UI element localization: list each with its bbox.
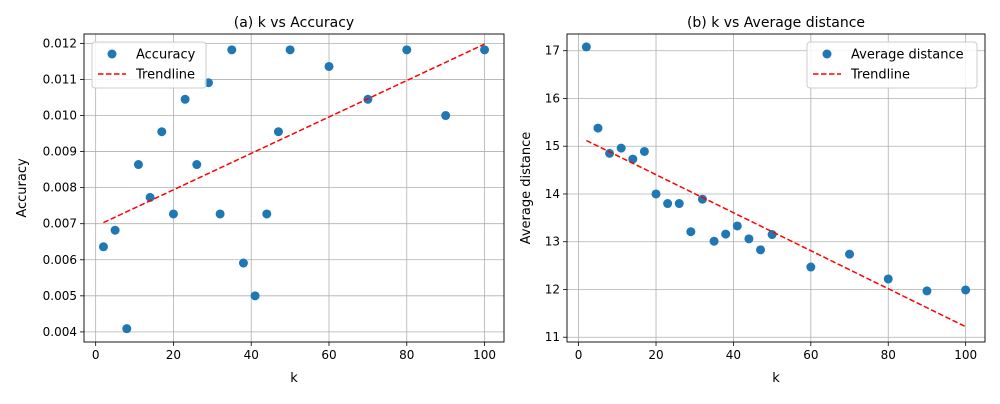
data-point xyxy=(663,199,673,209)
x-tick-label: 40 xyxy=(244,348,259,362)
legend: Accuracy Trendline xyxy=(91,41,207,89)
chart-1: 0 20 40 60 80 100 0.004 0.005 0.006 0.007 0.008 0.0… xyxy=(15,15,505,386)
legend-marker xyxy=(822,49,832,59)
chart-title: (b) k vs Average distance xyxy=(687,15,865,31)
data-point xyxy=(639,146,649,156)
x-tick-label: 100 xyxy=(473,348,496,362)
legend-label: Trendline xyxy=(135,68,195,83)
x-tick-label: 80 xyxy=(399,348,414,362)
legend-label: Trendline xyxy=(850,68,910,83)
data-point xyxy=(721,229,731,239)
data-point xyxy=(480,45,490,55)
chart-title: (a) k vs Accuracy xyxy=(234,15,354,31)
x-tick-label: 60 xyxy=(803,348,818,362)
y-tick-label: 17 xyxy=(545,44,560,58)
x-axis-label: k xyxy=(290,371,298,386)
legend-box xyxy=(91,41,207,89)
y-axis-label: Accuracy xyxy=(15,158,30,218)
data-point xyxy=(168,209,178,219)
plot-frame xyxy=(83,33,505,343)
data-point xyxy=(686,227,696,237)
data-point xyxy=(732,221,742,231)
data-point xyxy=(961,285,971,295)
data-point xyxy=(593,123,603,133)
x-tick-label: 80 xyxy=(881,348,896,362)
data-point xyxy=(709,236,719,246)
x-tick-label: 0 xyxy=(575,348,583,362)
data-point xyxy=(756,245,766,255)
data-point xyxy=(285,45,295,55)
y-tick-label: 0.005 xyxy=(43,289,77,303)
data-point xyxy=(238,258,248,268)
y-axis-label: Average distance xyxy=(519,132,534,245)
data-point xyxy=(110,225,120,235)
data-point xyxy=(273,127,283,137)
x-tick-label: 20 xyxy=(166,348,181,362)
data-point xyxy=(605,148,615,158)
x-axis-label: k xyxy=(772,371,780,386)
y-tick-label: 14 xyxy=(545,187,560,201)
data-point xyxy=(250,291,260,301)
data-point xyxy=(744,234,754,244)
data-point xyxy=(157,127,167,137)
x-tick-label: 100 xyxy=(954,348,977,362)
y-tick-label: 0.009 xyxy=(43,145,77,159)
data-point xyxy=(402,45,412,55)
legend-marker xyxy=(107,49,117,59)
data-point xyxy=(122,324,132,334)
data-point xyxy=(922,286,932,296)
data-point xyxy=(845,249,855,259)
y-tick-label: 15 xyxy=(545,139,560,153)
data-point xyxy=(581,42,591,52)
trendline xyxy=(103,43,485,224)
y-tick-label: 0.006 xyxy=(43,253,77,267)
data-point xyxy=(145,192,155,202)
x-tick-label: 60 xyxy=(321,348,336,362)
data-point xyxy=(98,242,108,252)
data-point xyxy=(806,262,816,272)
data-point xyxy=(441,111,451,121)
y-tick-label: 0.011 xyxy=(43,72,77,86)
y-tick-label: 16 xyxy=(545,91,560,105)
legend: Average distance Trendline xyxy=(806,41,978,89)
y-tick-label: 0.008 xyxy=(43,181,77,195)
data-point xyxy=(883,274,893,284)
x-tick-label: 20 xyxy=(648,348,663,362)
y-tick-label: 0.012 xyxy=(43,36,77,50)
data-point xyxy=(651,189,661,199)
chart-2: 0 20 40 60 80 100 11 12 13 14 15 16 17 (b) k vs Avera… xyxy=(519,15,986,386)
plot-frame xyxy=(566,33,986,343)
y-tick-label: 11 xyxy=(545,330,560,344)
data-point xyxy=(215,209,225,219)
x-tick-label: 40 xyxy=(726,348,741,362)
data-point xyxy=(767,230,777,240)
legend-label: Accuracy xyxy=(136,48,196,63)
data-point xyxy=(697,194,707,204)
data-point xyxy=(180,94,190,104)
y-tick-label: 0.004 xyxy=(43,325,77,339)
data-point xyxy=(674,199,684,209)
data-point xyxy=(227,45,237,55)
data-point xyxy=(616,143,626,153)
legend-box xyxy=(806,41,978,89)
data-point xyxy=(192,160,202,170)
data-point xyxy=(324,61,334,71)
y-tick-label: 0.007 xyxy=(43,217,77,231)
y-tick-label: 12 xyxy=(545,282,560,296)
data-point xyxy=(133,160,143,170)
data-point xyxy=(262,209,272,219)
y-tick-label: 13 xyxy=(545,235,560,249)
trendline xyxy=(586,139,966,328)
legend-label: Average distance xyxy=(851,48,964,63)
y-tick-label: 0.010 xyxy=(43,109,77,123)
x-tick-label: 0 xyxy=(92,348,100,362)
